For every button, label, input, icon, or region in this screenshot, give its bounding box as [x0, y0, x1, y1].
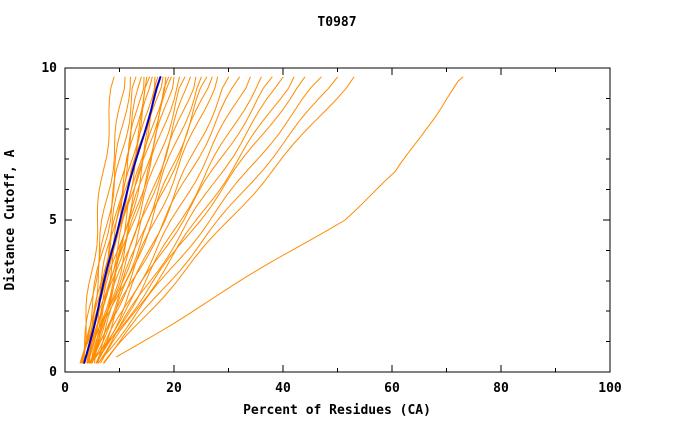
model-line [103, 76, 338, 364]
model-line [83, 76, 126, 364]
model-line [100, 76, 295, 364]
series-lines [79, 76, 464, 364]
model-line [90, 76, 273, 364]
model-line [82, 76, 131, 364]
y-tick-label: 5 [49, 213, 57, 228]
model-line [91, 76, 161, 364]
chart-title: T0987 [317, 15, 356, 30]
model-line [116, 76, 464, 358]
model-line [79, 76, 137, 364]
model-line [86, 76, 153, 364]
model-line [95, 76, 251, 364]
model-line [97, 76, 322, 364]
model-line [98, 76, 284, 364]
model-line [87, 76, 145, 364]
y-tick-label: 0 [49, 365, 57, 380]
x-tick-label: 100 [598, 381, 622, 396]
highlight-line [83, 76, 162, 364]
model-line [87, 76, 197, 364]
x-tick-label: 40 [275, 381, 291, 396]
model-line [84, 76, 180, 364]
model-line [90, 76, 306, 364]
x-tick-label: 20 [166, 381, 182, 396]
x-tick-label: 80 [493, 381, 509, 396]
model-line [89, 76, 202, 364]
y-axis-label: Distance Cutoff, A [3, 149, 18, 290]
model-line [90, 76, 172, 364]
model-line [91, 76, 240, 364]
axes: 0 20 40 60 80 100 0 5 10 [41, 61, 622, 396]
model-line [91, 76, 219, 364]
model-line [102, 76, 355, 364]
model-line [95, 76, 229, 364]
y-tick-label: 10 [41, 61, 57, 76]
model-line [96, 76, 262, 364]
x-axis-label: Percent of Residues (CA) [243, 403, 431, 418]
x-tick-label: 0 [61, 381, 69, 396]
model-line [82, 76, 115, 364]
model-line [90, 76, 213, 364]
x-tick-label: 60 [384, 381, 400, 396]
